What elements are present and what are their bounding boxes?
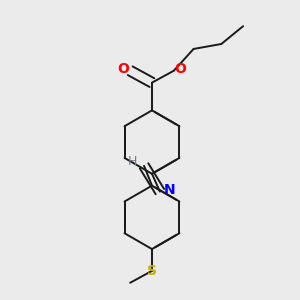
- Text: H: H: [128, 155, 137, 168]
- Text: S: S: [147, 264, 157, 278]
- Text: N: N: [164, 183, 176, 196]
- Text: O: O: [174, 62, 186, 76]
- Text: O: O: [117, 62, 129, 76]
